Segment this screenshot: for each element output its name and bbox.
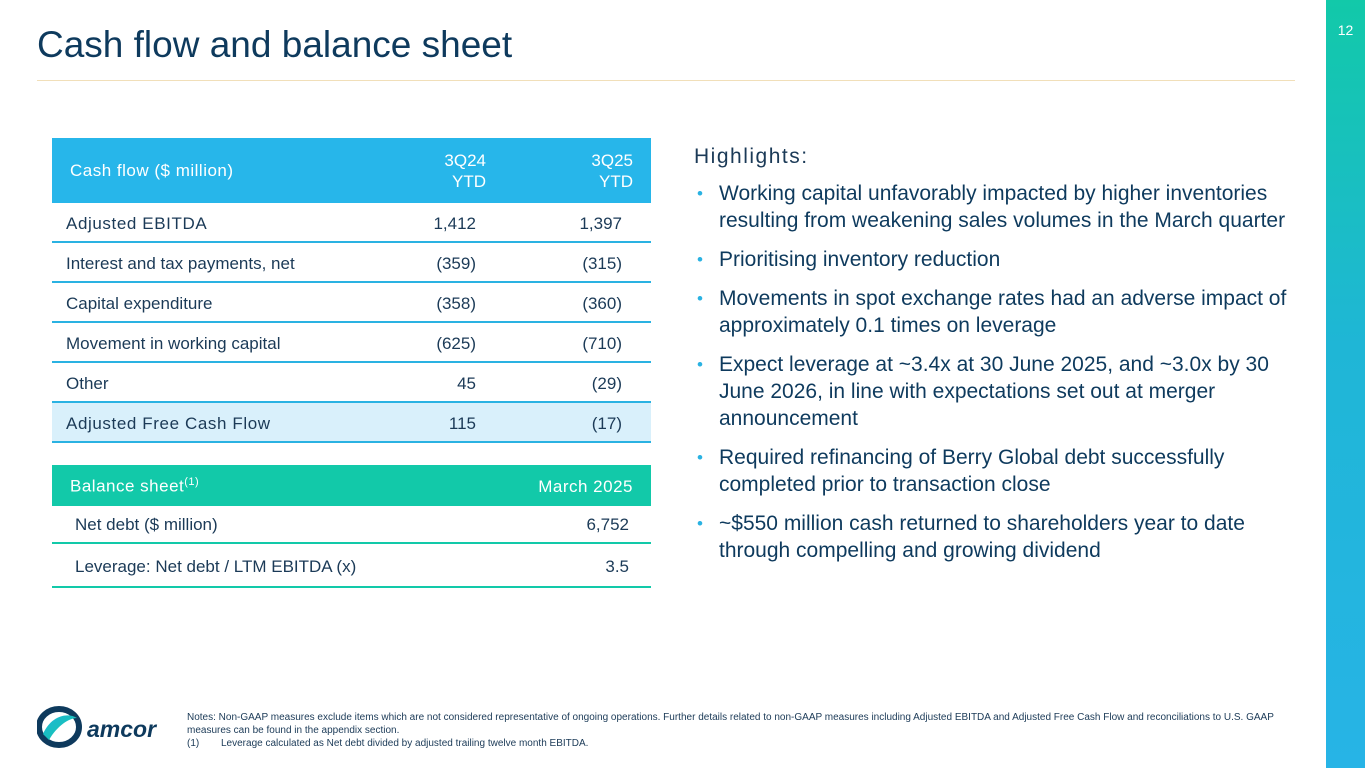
table-row: Adjusted EBITDA 1,412 1,397 bbox=[52, 203, 651, 243]
logo-swoosh bbox=[43, 715, 77, 740]
notes-text: Notes: Non-GAAP measures exclude items w… bbox=[187, 712, 1274, 736]
balance-sheet-col-march-2025: March 2025 bbox=[538, 477, 633, 496]
row-value: 6,752 bbox=[586, 515, 629, 534]
highlights-title: Highlights: bbox=[694, 145, 809, 168]
bullet-icon: • bbox=[697, 355, 703, 374]
footnote-number: (1) bbox=[187, 738, 200, 749]
page-number: 12 bbox=[1337, 22, 1354, 38]
cash-flow-table: Cash flow ($ million) 3Q24 YTD 3Q25 YTD … bbox=[52, 138, 651, 443]
row-label: Capital expenditure bbox=[66, 294, 213, 313]
row-value: 3.5 bbox=[605, 557, 629, 576]
footnote: (1) Leverage calculated as Net debt divid… bbox=[187, 737, 1297, 750]
row-value-3q24: (625) bbox=[436, 334, 476, 353]
table-row-total: Adjusted Free Cash Flow 115 (17) bbox=[52, 403, 651, 443]
list-item: • Prioritising inventory reduction bbox=[697, 248, 1001, 271]
row-value-3q25: (17) bbox=[591, 414, 622, 433]
table-row: Movement in working capital (625) (710) bbox=[52, 323, 651, 363]
row-value-3q24: 1,412 bbox=[433, 214, 476, 233]
list-item: • Movements in spot exchange rates had an… bbox=[697, 287, 1287, 337]
list-item: • Expect leverage at ~3.4x at 30 June 202… bbox=[697, 353, 1269, 430]
title-divider bbox=[37, 80, 1295, 81]
balance-sheet-header-label: Balance sheet(1) bbox=[70, 476, 200, 496]
footer-notes: Notes: Non-GAAP measures exclude items w… bbox=[187, 711, 1297, 750]
row-value-3q24: (359) bbox=[436, 254, 476, 273]
balance-sheet-table: Balance sheet(1) March 2025 Net debt ($ … bbox=[52, 465, 651, 588]
row-value-3q24: 45 bbox=[457, 374, 476, 393]
bullet-icon: • bbox=[697, 448, 703, 467]
list-item: • Working capital unfavorably impacted by… bbox=[697, 182, 1286, 232]
row-label: Net debt ($ million) bbox=[75, 515, 218, 534]
table-row: Leverage: Net debt / LTM EBITDA (x) 3.5 bbox=[52, 544, 651, 588]
bullet-icon: • bbox=[697, 289, 703, 308]
row-value-3q25: 1,397 bbox=[579, 214, 622, 233]
row-label: Adjusted EBITDA bbox=[66, 214, 208, 233]
row-value-3q25: (710) bbox=[582, 334, 622, 353]
logo-wordmark: amcor bbox=[87, 716, 157, 742]
row-value-3q25: (315) bbox=[582, 254, 622, 273]
side-accent-strip bbox=[1326, 0, 1365, 768]
balance-sheet-header: Balance sheet(1) March 2025 bbox=[52, 465, 651, 506]
row-label: Adjusted Free Cash Flow bbox=[66, 414, 271, 433]
bullet-icon: • bbox=[697, 250, 703, 269]
cash-flow-header: Cash flow ($ million) 3Q24 YTD 3Q25 YTD bbox=[52, 138, 651, 203]
row-label: Other bbox=[66, 374, 109, 393]
footnote-text: Leverage calculated as Net debt divided … bbox=[221, 738, 589, 749]
cash-flow-col-3q24: 3Q24 YTD bbox=[444, 151, 486, 191]
row-value-3q24: 115 bbox=[448, 414, 476, 433]
bullet-icon: • bbox=[697, 514, 703, 533]
amcor-logo: amcor bbox=[37, 706, 157, 748]
row-label: Movement in working capital bbox=[66, 334, 281, 353]
cash-flow-col-3q25: 3Q25 YTD bbox=[591, 151, 633, 191]
row-label: Leverage: Net debt / LTM EBITDA (x) bbox=[75, 557, 357, 576]
highlights-list: • Working capital unfavorably impacted by… bbox=[694, 180, 1294, 576]
row-value-3q24: (358) bbox=[436, 294, 476, 313]
page-title: Cash flow and balance sheet bbox=[37, 24, 513, 65]
logo-ring bbox=[37, 706, 82, 748]
list-item: • Required refinancing of Berry Global de… bbox=[697, 446, 1225, 496]
table-row: Interest and tax payments, net (359) (31… bbox=[52, 243, 651, 283]
table-row: Net debt ($ million) 6,752 bbox=[52, 506, 651, 544]
row-label: Interest and tax payments, net bbox=[66, 254, 295, 273]
cash-flow-header-label: Cash flow ($ million) bbox=[70, 161, 234, 180]
table-row: Capital expenditure (358) (360) bbox=[52, 283, 651, 323]
list-item: • ~$550 million cash returned to sharehol… bbox=[697, 512, 1245, 562]
row-value-3q25: (29) bbox=[591, 374, 622, 393]
footnote-mark: (1) bbox=[184, 476, 200, 488]
row-value-3q25: (360) bbox=[582, 294, 622, 313]
bullet-icon: • bbox=[697, 184, 703, 203]
table-row: Other 45 (29) bbox=[52, 363, 651, 403]
